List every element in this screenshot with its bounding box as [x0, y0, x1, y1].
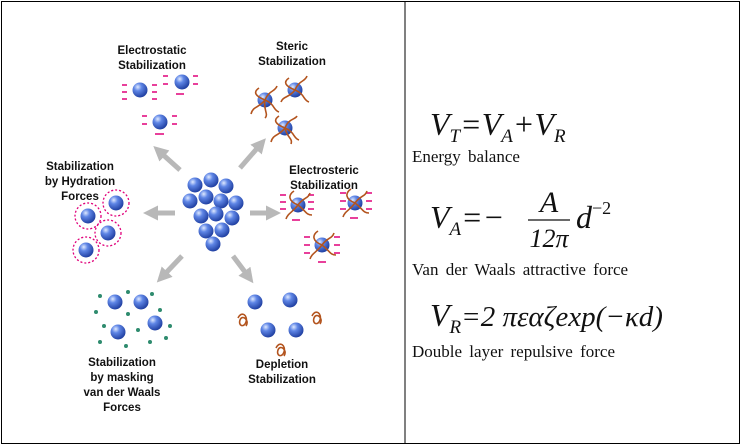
sphere [175, 75, 190, 90]
sphere [219, 179, 234, 194]
arrow [240, 145, 260, 168]
dot [164, 336, 168, 340]
equation: d−2 [576, 198, 611, 235]
sphere [188, 178, 203, 193]
sphere [109, 196, 124, 211]
sphere [204, 173, 219, 188]
dot [136, 328, 140, 332]
sphere [133, 83, 148, 98]
sphere [79, 243, 94, 258]
polymer-chains [281, 76, 309, 102]
sphere [194, 209, 209, 224]
page: ElectrostaticStabilization StericStabili… [0, 0, 742, 446]
sphere [206, 237, 221, 252]
dot [126, 290, 130, 294]
polymer-chains [271, 116, 299, 144]
equation: VT=VA+VR [430, 106, 566, 147]
depletion-group [238, 293, 321, 357]
electrosteric-group [280, 189, 372, 262]
dot [102, 324, 106, 328]
sphere [289, 323, 304, 338]
sphere [283, 293, 298, 308]
electrostatic-group [122, 75, 198, 135]
sphere [111, 325, 126, 340]
polymer-chains [251, 86, 279, 118]
sphere [225, 211, 240, 226]
equation-caption: Energy balance [412, 147, 520, 166]
dot [126, 312, 130, 316]
arrow [160, 152, 180, 170]
particle-cluster [183, 173, 244, 252]
sphere [229, 196, 244, 211]
equation-caption: Double layer repulsive force [412, 342, 615, 361]
masking-group [94, 290, 172, 348]
sphere [153, 115, 168, 130]
sphere [134, 295, 149, 310]
sphere [215, 223, 230, 238]
sphere [199, 224, 214, 239]
steric-group [251, 76, 309, 144]
sphere [209, 207, 224, 222]
dot [148, 340, 152, 344]
dot [158, 308, 162, 312]
dot [150, 292, 154, 296]
equation-caption: Van der Waals attractive force [412, 260, 628, 279]
dot [168, 324, 172, 328]
sphere [199, 190, 214, 205]
sphere [183, 194, 198, 209]
sphere [101, 226, 116, 241]
dot [98, 294, 102, 298]
dot [94, 310, 98, 314]
sphere [81, 209, 96, 224]
sphere [248, 295, 263, 310]
sphere [261, 323, 276, 338]
arrow [233, 256, 248, 276]
equation: VA=− [430, 199, 504, 240]
depletant [238, 312, 321, 356]
dot [124, 344, 128, 348]
equation: VR=2 πεαζexp(−κd) [430, 297, 663, 338]
sphere [214, 194, 229, 209]
sphere [148, 316, 163, 331]
arrow [163, 256, 182, 276]
sphere [108, 295, 123, 310]
dot [98, 340, 102, 344]
fraction-denominator: 12π [529, 224, 569, 253]
fraction-numerator: A [538, 186, 559, 219]
